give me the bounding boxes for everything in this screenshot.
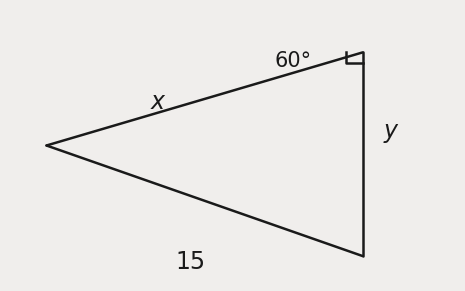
Text: 15: 15 [176, 250, 206, 274]
Text: y: y [384, 119, 398, 143]
Text: 60°: 60° [274, 51, 312, 71]
Text: x: x [151, 90, 165, 114]
